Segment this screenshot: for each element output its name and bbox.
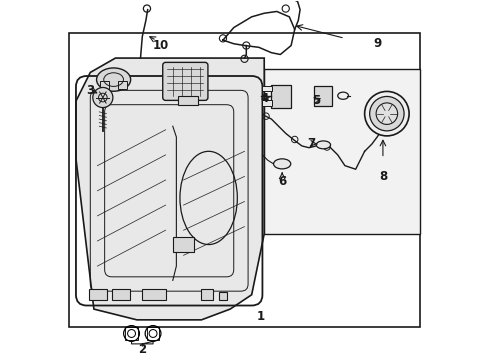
Text: 4: 4 xyxy=(260,92,268,105)
Bar xyxy=(88,289,107,300)
Bar xyxy=(264,69,419,234)
Ellipse shape xyxy=(96,68,130,91)
Bar xyxy=(125,327,138,339)
Text: 8: 8 xyxy=(378,170,386,183)
Bar xyxy=(146,327,159,339)
Text: 1: 1 xyxy=(256,310,264,323)
Text: 2: 2 xyxy=(138,343,146,356)
Circle shape xyxy=(93,87,113,108)
Bar xyxy=(219,292,227,300)
Text: 5: 5 xyxy=(311,94,320,107)
Bar xyxy=(314,86,331,107)
Bar xyxy=(172,237,194,252)
Bar xyxy=(100,81,109,89)
Text: 9: 9 xyxy=(372,36,381,50)
Bar xyxy=(142,289,165,300)
Circle shape xyxy=(364,91,408,136)
Text: 7: 7 xyxy=(306,136,314,149)
Text: 3: 3 xyxy=(86,84,94,97)
FancyBboxPatch shape xyxy=(163,62,207,100)
Bar xyxy=(69,33,419,327)
Ellipse shape xyxy=(273,159,290,169)
Bar xyxy=(118,81,126,89)
Bar xyxy=(271,85,290,108)
Bar xyxy=(178,96,198,105)
Text: 6: 6 xyxy=(278,175,285,188)
Bar xyxy=(112,289,130,300)
Bar xyxy=(201,289,212,300)
Polygon shape xyxy=(76,58,264,320)
Circle shape xyxy=(369,96,403,131)
Text: 10: 10 xyxy=(153,39,169,52)
Bar xyxy=(262,86,271,91)
Ellipse shape xyxy=(337,92,348,99)
Ellipse shape xyxy=(316,141,330,149)
Circle shape xyxy=(375,103,397,125)
Bar xyxy=(262,100,271,106)
